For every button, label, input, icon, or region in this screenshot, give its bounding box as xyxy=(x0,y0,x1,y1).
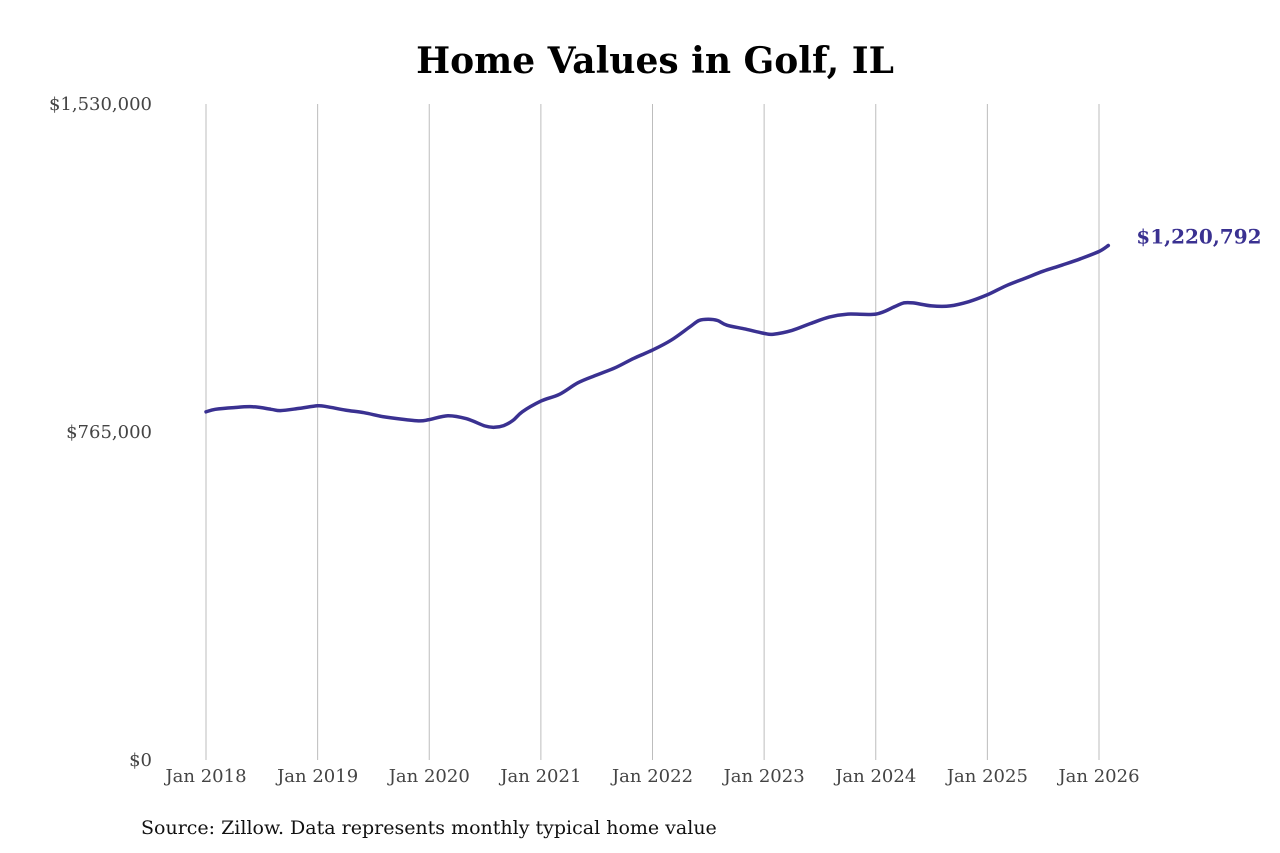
source-note: Source: Zillow. Data represents monthly … xyxy=(141,817,717,839)
x-tick-label: Jan 2022 xyxy=(610,766,693,787)
y-tick-label: $765,000 xyxy=(66,422,152,443)
x-tick-label: Jan 2021 xyxy=(498,766,581,787)
x-tick-label: Jan 2019 xyxy=(275,766,358,787)
vertical-gridlines xyxy=(205,104,1100,760)
x-tick-label: Jan 2020 xyxy=(387,766,470,787)
x-tick-label: Jan 2026 xyxy=(1056,766,1139,787)
series-line xyxy=(204,243,1111,430)
x-tick-label: Jan 2018 xyxy=(163,766,246,787)
x-tick-label: Jan 2025 xyxy=(945,766,1028,787)
y-axis-ticks: $0 $765,000 $1,530,000 xyxy=(49,94,152,771)
x-tick-label: Jan 2023 xyxy=(722,766,805,787)
x-tick-label: Jan 2024 xyxy=(833,766,916,787)
chart-title: Home Values in Golf, IL xyxy=(416,40,894,82)
end-value-label: $1,220,792 xyxy=(1136,224,1261,248)
end-value-labels: $1,220,792 xyxy=(1136,224,1261,248)
y-tick-label: $1,530,000 xyxy=(49,94,152,115)
y-tick-label: $0 xyxy=(129,750,152,771)
series-layer xyxy=(204,243,1111,430)
x-axis-ticks: Jan 2018 Jan 2019 Jan 2020 Jan 2021 Jan 2022… xyxy=(163,766,1139,787)
